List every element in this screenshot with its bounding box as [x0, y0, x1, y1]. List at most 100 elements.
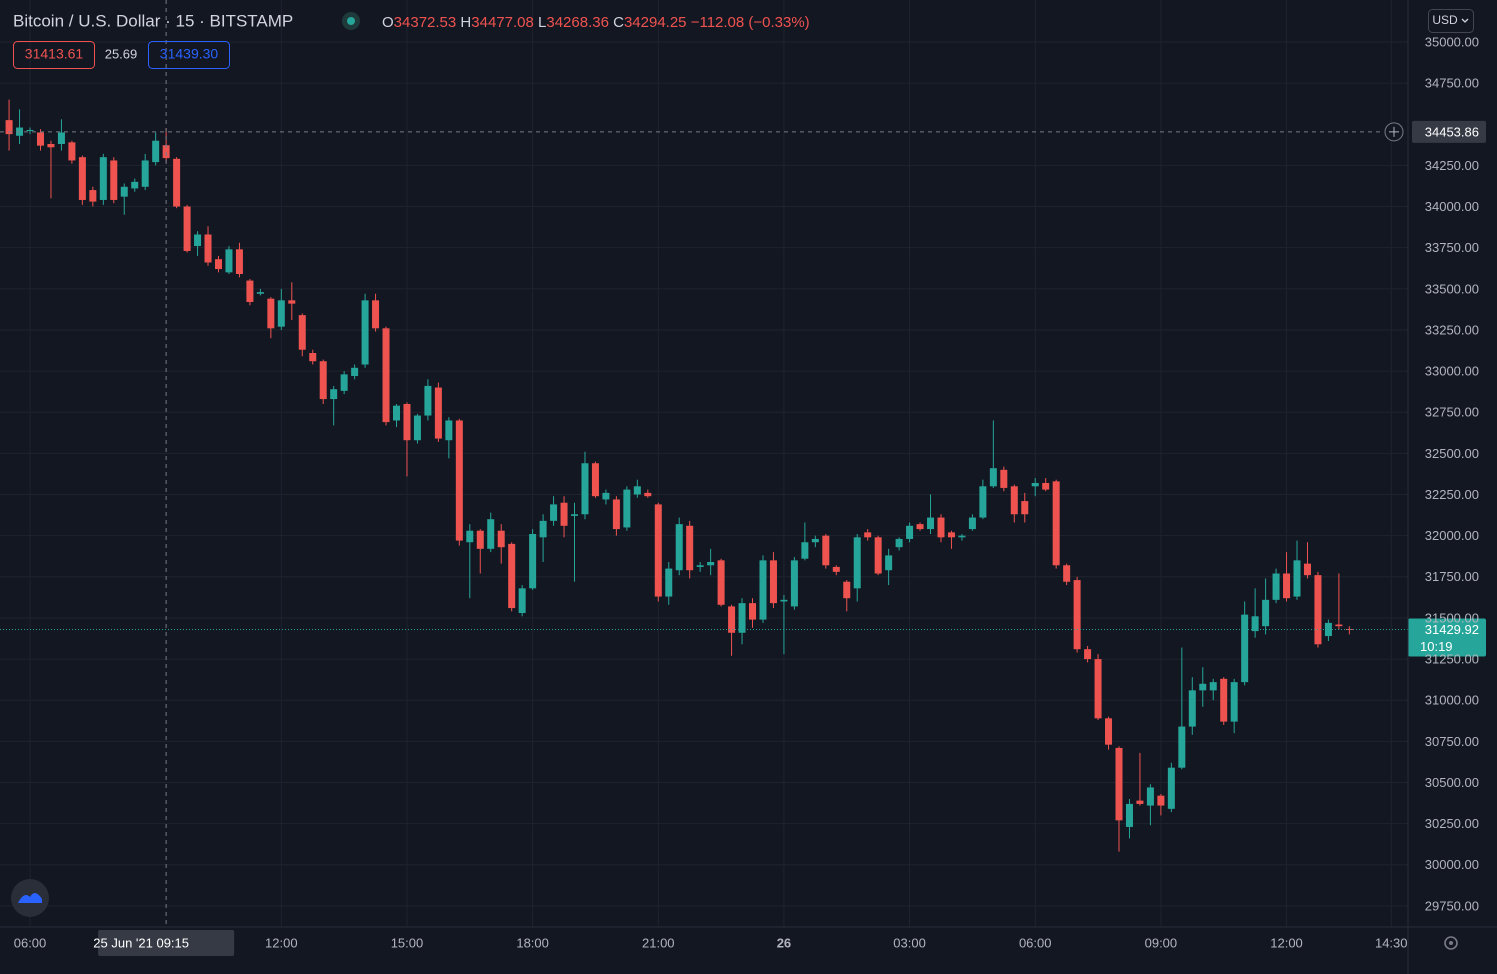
- candle-body: [1094, 659, 1102, 719]
- candle-body: [309, 352, 317, 362]
- candle-body: [1272, 573, 1280, 600]
- candle-body: [1178, 726, 1186, 768]
- candle-body: [550, 504, 558, 521]
- candle-body: [204, 234, 212, 263]
- candle-body: [717, 560, 725, 605]
- candle-body: [152, 140, 160, 163]
- bid-box[interactable]: [13, 41, 95, 69]
- candle-body: [194, 234, 202, 247]
- candle-body: [968, 517, 976, 530]
- x-tick-label: 15:00: [391, 935, 424, 950]
- candle-body: [633, 486, 641, 495]
- candle-body: [361, 300, 369, 365]
- y-tick-label: 33750.00: [1425, 240, 1479, 255]
- candle-body: [382, 328, 390, 423]
- settings-icon[interactable]: [1444, 936, 1458, 950]
- candle-body: [508, 543, 516, 609]
- candle-body: [937, 517, 945, 538]
- crosshair-plus-sign: [1389, 126, 1399, 137]
- last-price-label: 31429.92: [1425, 622, 1479, 637]
- crosshair-time-label: 25 Jun '21 09:15: [93, 935, 189, 950]
- bar-countdown: 10:19: [1420, 639, 1453, 654]
- candle-body: [707, 561, 715, 566]
- legend-label: L: [538, 14, 546, 31]
- candle-body: [529, 534, 537, 589]
- y-tick-label: 31750.00: [1425, 569, 1479, 584]
- candle-body: [162, 145, 170, 159]
- candle-body: [487, 519, 495, 549]
- status-dot: [347, 17, 355, 25]
- candle-body: [654, 504, 662, 597]
- candle-body: [1335, 624, 1343, 627]
- candle-body: [560, 502, 568, 526]
- candle-body: [277, 300, 285, 327]
- candle-body: [1010, 486, 1018, 515]
- y-tick-label: 32250.00: [1425, 487, 1479, 502]
- candle-body: [539, 520, 547, 538]
- candle-body: [989, 468, 997, 487]
- candle-body: [424, 385, 432, 416]
- candle-body: [26, 130, 34, 132]
- y-tick-label: 32750.00: [1425, 405, 1479, 420]
- candle-body: [1167, 767, 1175, 809]
- candle-body: [246, 280, 254, 302]
- candle-body: [1031, 483, 1039, 487]
- candle-body: [455, 420, 463, 541]
- candle-body: [445, 420, 453, 441]
- candle-body: [749, 603, 757, 620]
- candle-body: [1230, 682, 1238, 722]
- candle-body: [1209, 682, 1217, 691]
- candle-body: [1293, 560, 1301, 597]
- candle-body: [906, 525, 914, 539]
- candle-body: [1241, 614, 1249, 683]
- candle-body: [759, 560, 767, 620]
- y-tick-label: 31500.00: [1425, 610, 1479, 625]
- y-tick-label: 33000.00: [1425, 364, 1479, 379]
- y-tick-label: 29750.00: [1425, 898, 1479, 913]
- y-tick-label: 30750.00: [1425, 734, 1479, 749]
- candle-body: [351, 367, 359, 377]
- candle-body: [288, 300, 296, 304]
- candle-body: [1021, 501, 1029, 515]
- candle-body: [1324, 622, 1332, 637]
- candle-body: [267, 298, 275, 329]
- candle-body: [466, 530, 474, 543]
- candle-body: [1303, 563, 1311, 576]
- currency-button[interactable]: [1428, 9, 1474, 33]
- candle-body: [413, 415, 421, 441]
- candle-body: [1136, 800, 1144, 804]
- legend-label: H: [460, 14, 471, 31]
- y-tick-label: 32500.00: [1425, 446, 1479, 461]
- candle-body: [769, 560, 777, 604]
- candle-body: [256, 292, 264, 294]
- x-tick-label: 21:00: [642, 935, 675, 950]
- x-tick-label: 26: [777, 935, 791, 950]
- legend-label: C: [613, 14, 624, 31]
- ohlc-legend: O34372.53 H34477.08 L34268.36 C34294.25 …: [382, 14, 810, 31]
- candle-body: [738, 603, 746, 633]
- candle-body: [99, 157, 107, 200]
- dropdown-caret: [1461, 18, 1469, 23]
- candle-body: [1199, 683, 1207, 691]
- x-tick-label: 06:00: [1019, 935, 1052, 950]
- candle-body: [173, 158, 181, 207]
- axes: 35000.00 34750.00 34250.00 34000.00 33750.00…: [14, 34, 1479, 950]
- y-tick-label: 34750.00: [1425, 76, 1479, 91]
- candle-body: [644, 492, 652, 497]
- x-tick-label: 12:00: [265, 935, 298, 950]
- ask-box[interactable]: [148, 41, 230, 69]
- candle-body: [518, 588, 526, 614]
- candle-body: [89, 190, 97, 202]
- candle-body: [476, 530, 484, 549]
- candle-body: [36, 132, 44, 146]
- candle-body: [895, 538, 903, 548]
- candle-body: [120, 186, 128, 197]
- candle-body: [1073, 580, 1081, 650]
- candle-body: [214, 259, 222, 270]
- candle-body: [330, 389, 338, 400]
- candle-body: [686, 525, 694, 571]
- candles: [5, 99, 1353, 852]
- crosshair-price-box: [1412, 120, 1486, 143]
